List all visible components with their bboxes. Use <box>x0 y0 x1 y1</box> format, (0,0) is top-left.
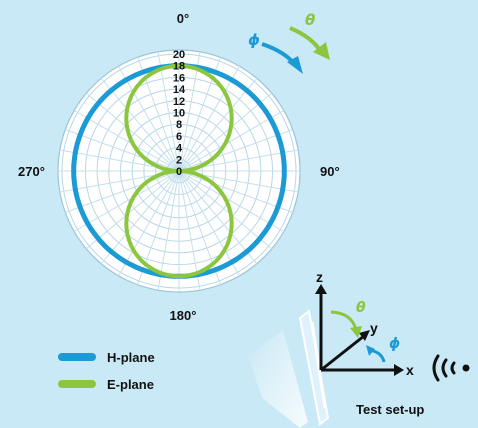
y-axis-label: y <box>370 320 378 336</box>
setup-theta-arrow <box>330 310 358 331</box>
grid-spoke-120 <box>178 170 285 232</box>
grid-spoke-250 <box>65 170 180 213</box>
radial-tick-8: 8 <box>176 119 182 131</box>
radial-tick-18: 18 <box>173 61 185 73</box>
radial-tick-4: 4 <box>176 143 183 155</box>
z-axis-arrowhead <box>315 284 327 294</box>
grid-spoke-70 <box>178 129 293 172</box>
x-axis-label: x <box>406 362 414 378</box>
grid-spoke-130 <box>178 170 273 250</box>
legend-label-e-plane: E-plane <box>107 377 154 392</box>
grid-spoke-50 <box>178 92 273 172</box>
grid-spoke-40 <box>178 77 258 172</box>
light-beam <box>248 330 308 428</box>
radial-tick-16: 16 <box>173 72 185 84</box>
setup-theta-label: θ <box>356 300 366 316</box>
phi-arrowhead <box>287 56 303 74</box>
grid-spoke-320 <box>100 77 180 172</box>
grid-spoke-220 <box>100 170 180 265</box>
radial-tick-12: 12 <box>173 96 185 108</box>
signal-source-dot <box>462 364 470 372</box>
grid-spoke-10 <box>178 51 201 172</box>
radial-tick-10: 10 <box>173 108 185 120</box>
test-setup: z y x θ ϕ Test set-up <box>248 269 470 428</box>
theta-arrowhead <box>313 42 330 60</box>
radial-tick-14: 14 <box>173 84 186 96</box>
grid-spoke-330 <box>118 65 180 172</box>
antenna-trace <box>310 321 327 409</box>
radial-tick-2: 2 <box>176 154 182 166</box>
grid-spoke-300 <box>73 110 180 172</box>
radial-tick-0: 0 <box>176 166 182 178</box>
angle-label-270: 270° <box>18 164 45 179</box>
theta-label: θ <box>305 11 315 29</box>
phi-label: ϕ <box>248 31 260 49</box>
grid-spoke-110 <box>178 170 293 213</box>
grid-spoke-350 <box>157 51 180 172</box>
grid-spoke-310 <box>85 92 180 172</box>
angle-label-180: 180° <box>170 308 197 323</box>
setup-caption: Test set-up <box>356 402 424 417</box>
series-e-plane <box>124 63 234 279</box>
grid-spoke-210 <box>118 170 180 277</box>
series-layer <box>71 63 287 279</box>
angle-label-0: 0° <box>177 11 189 26</box>
antenna-board <box>298 309 330 426</box>
grid-spoke-140 <box>178 170 258 265</box>
signal-waves-icon <box>432 354 456 382</box>
grid-spoke-170 <box>178 170 201 291</box>
legend: H-plane E-plane <box>58 350 155 392</box>
grid-spoke-230 <box>85 170 180 250</box>
angle-label-90: 90° <box>320 164 340 179</box>
y-axis <box>320 334 365 372</box>
grid-spoke-240 <box>73 170 180 232</box>
grid-spoke-290 <box>65 129 180 172</box>
legend-label-h-plane: H-plane <box>107 350 155 365</box>
grid-spoke-190 <box>157 170 180 291</box>
radial-tick-6: 6 <box>176 131 182 143</box>
z-axis-label: z <box>316 269 323 285</box>
setup-phi-arrowhead <box>366 345 375 356</box>
x-axis-arrowhead <box>394 364 404 376</box>
radial-tick-20: 20 <box>173 49 185 61</box>
grid-spoke-30 <box>178 65 240 172</box>
grid-spoke-150 <box>178 170 240 277</box>
grid-spoke-60 <box>178 110 285 172</box>
setup-theta-arrowhead <box>350 326 362 338</box>
setup-phi-label: ϕ <box>389 336 400 352</box>
y-axis-arrowhead <box>359 330 370 341</box>
